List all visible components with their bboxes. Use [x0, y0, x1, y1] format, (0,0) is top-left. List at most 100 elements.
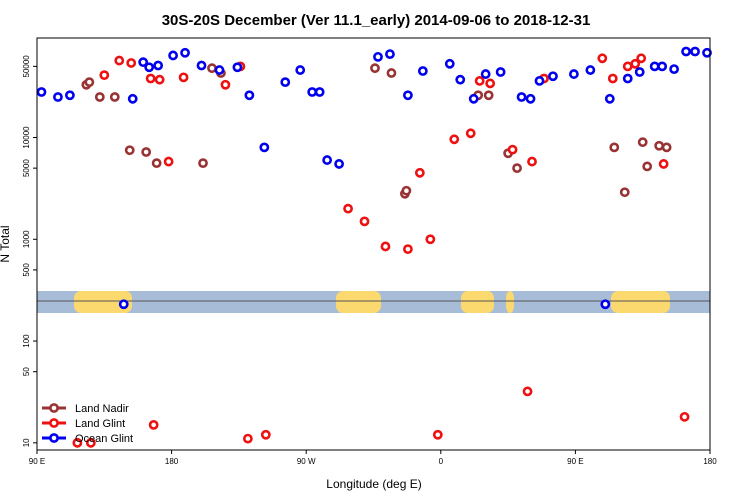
- data-point-ocean-glint: [525, 93, 536, 104]
- axis-ticks: 90 E 180 90 W 0 90 E 180 10 50 100 500 1000 5000 100…: [22, 55, 717, 466]
- data-point-land-glint: [507, 144, 518, 155]
- data-point-ocean-glint: [373, 51, 383, 62]
- data-point-land-nadir: [401, 185, 412, 196]
- data-point-ocean-glint: [516, 92, 527, 102]
- y-tick-label: 5000: [22, 159, 31, 177]
- data-point-land-nadir: [483, 90, 494, 101]
- series-land-nadir: [81, 63, 672, 199]
- data-point-ocean-glint: [402, 90, 413, 101]
- data-point-ocean-glint: [649, 61, 660, 72]
- data-point-ocean-glint: [534, 75, 545, 86]
- y-tick-label: 50000: [22, 55, 31, 78]
- data-point-land-nadir: [151, 158, 162, 169]
- data-point-ocean-glint: [196, 60, 207, 71]
- data-point-land-glint: [145, 73, 156, 84]
- data-point-land-glint: [522, 386, 533, 397]
- y-tick-label: 50: [22, 367, 31, 376]
- data-point-ocean-glint: [622, 73, 633, 84]
- legend: Land Nadir Land Glint Ocean Glint: [42, 403, 133, 445]
- data-point-land-glint: [636, 53, 647, 64]
- data-point-ocean-glint: [690, 46, 700, 57]
- data-point-land-glint: [402, 244, 413, 255]
- data-point-land-glint: [485, 78, 496, 89]
- data-point-land-glint: [622, 61, 633, 72]
- data-point-land-glint: [99, 70, 110, 81]
- data-point-ocean-glint: [214, 65, 225, 75]
- data-point-ocean-glint: [669, 64, 680, 75]
- data-point-land-glint: [465, 128, 476, 139]
- data-point-ocean-glint: [455, 74, 466, 85]
- legend-marker: [49, 403, 59, 413]
- data-point-ocean-glint: [36, 87, 47, 97]
- plot-frame: [36, 37, 711, 451]
- data-point-land-nadir: [141, 147, 152, 157]
- x-tick-label: 90 W: [297, 457, 316, 466]
- data-point-ocean-glint: [232, 62, 243, 73]
- data-point-land-nadir: [370, 63, 380, 74]
- x-axis-title: Longitude (deg E): [326, 477, 421, 491]
- x-tick-label: 180: [165, 457, 179, 466]
- data-point-ocean-glint: [468, 93, 479, 104]
- map-land: [461, 291, 494, 313]
- data-point-land-glint: [380, 241, 391, 252]
- data-point-ocean-glint: [118, 299, 129, 310]
- data-point-ocean-glint: [244, 90, 255, 101]
- data-point-land-glint: [679, 411, 690, 422]
- data-point-ocean-glint: [259, 142, 270, 153]
- data-point-land-glint: [658, 159, 669, 169]
- data-point-ocean-glint: [702, 47, 712, 58]
- data-point-land-glint: [414, 167, 425, 178]
- y-tick-label: 500: [22, 263, 31, 277]
- data-point-land-glint: [432, 429, 443, 440]
- data-point-land-glint: [425, 234, 436, 245]
- data-point-land-glint: [597, 53, 608, 64]
- data-point-ocean-glint: [322, 155, 333, 165]
- data-point-land-nadir: [84, 77, 95, 88]
- legend-marker: [49, 433, 59, 443]
- legend-label: Land Nadir: [75, 403, 129, 415]
- data-point-ocean-glint: [138, 57, 149, 68]
- data-point-ocean-glint: [681, 46, 691, 57]
- data-point-land-glint: [114, 55, 125, 66]
- data-point-ocean-glint: [657, 61, 668, 72]
- data-point-land-nadir: [654, 140, 665, 151]
- data-point-land-nadir: [642, 161, 653, 172]
- y-tick-label: 100: [22, 334, 31, 348]
- data-point-ocean-glint: [634, 67, 645, 77]
- data-point-ocean-glint: [495, 67, 506, 77]
- legend-label: Land Glint: [75, 418, 125, 430]
- x-tick-label: 90 E: [29, 457, 45, 466]
- data-point-ocean-glint: [385, 49, 395, 59]
- data-point-land-glint: [449, 134, 460, 145]
- data-point-ocean-glint: [600, 299, 611, 310]
- data-point-land-glint: [163, 156, 174, 167]
- data-point-ocean-glint: [168, 50, 178, 61]
- map-land: [611, 291, 670, 313]
- data-point-ocean-glint: [585, 65, 596, 75]
- data-point-land-glint: [343, 203, 353, 214]
- data-point-land-nadir: [94, 92, 105, 102]
- data-point-land-glint: [85, 437, 96, 448]
- legend-label: Ocean Glint: [75, 433, 133, 445]
- data-point-land-glint: [154, 74, 165, 85]
- data-point-ocean-glint: [548, 71, 558, 82]
- data-point-land-nadir: [207, 63, 217, 74]
- data-point-land-glint: [359, 216, 370, 227]
- data-point-land-glint: [72, 437, 83, 448]
- data-point-ocean-glint: [480, 69, 491, 79]
- data-point-land-nadir: [609, 142, 620, 153]
- data-point-ocean-glint: [280, 77, 291, 88]
- data-point-land-nadir: [124, 145, 135, 156]
- chart-title: 30S-20S December (Ver 11.1_early) 2014-0…: [162, 12, 591, 29]
- data-point-land-nadir: [637, 137, 648, 148]
- data-point-ocean-glint: [127, 93, 138, 104]
- data-point-land-nadir: [109, 92, 120, 102]
- data-point-ocean-glint: [334, 159, 345, 169]
- map-land: [74, 291, 132, 313]
- data-point-land-nadir: [619, 187, 630, 198]
- data-point-ocean-glint: [180, 47, 190, 58]
- data-point-ocean-glint: [53, 92, 63, 102]
- data-point-ocean-glint: [444, 58, 455, 69]
- data-point-ocean-glint: [295, 65, 306, 75]
- y-axis-title: N Total: [0, 225, 12, 262]
